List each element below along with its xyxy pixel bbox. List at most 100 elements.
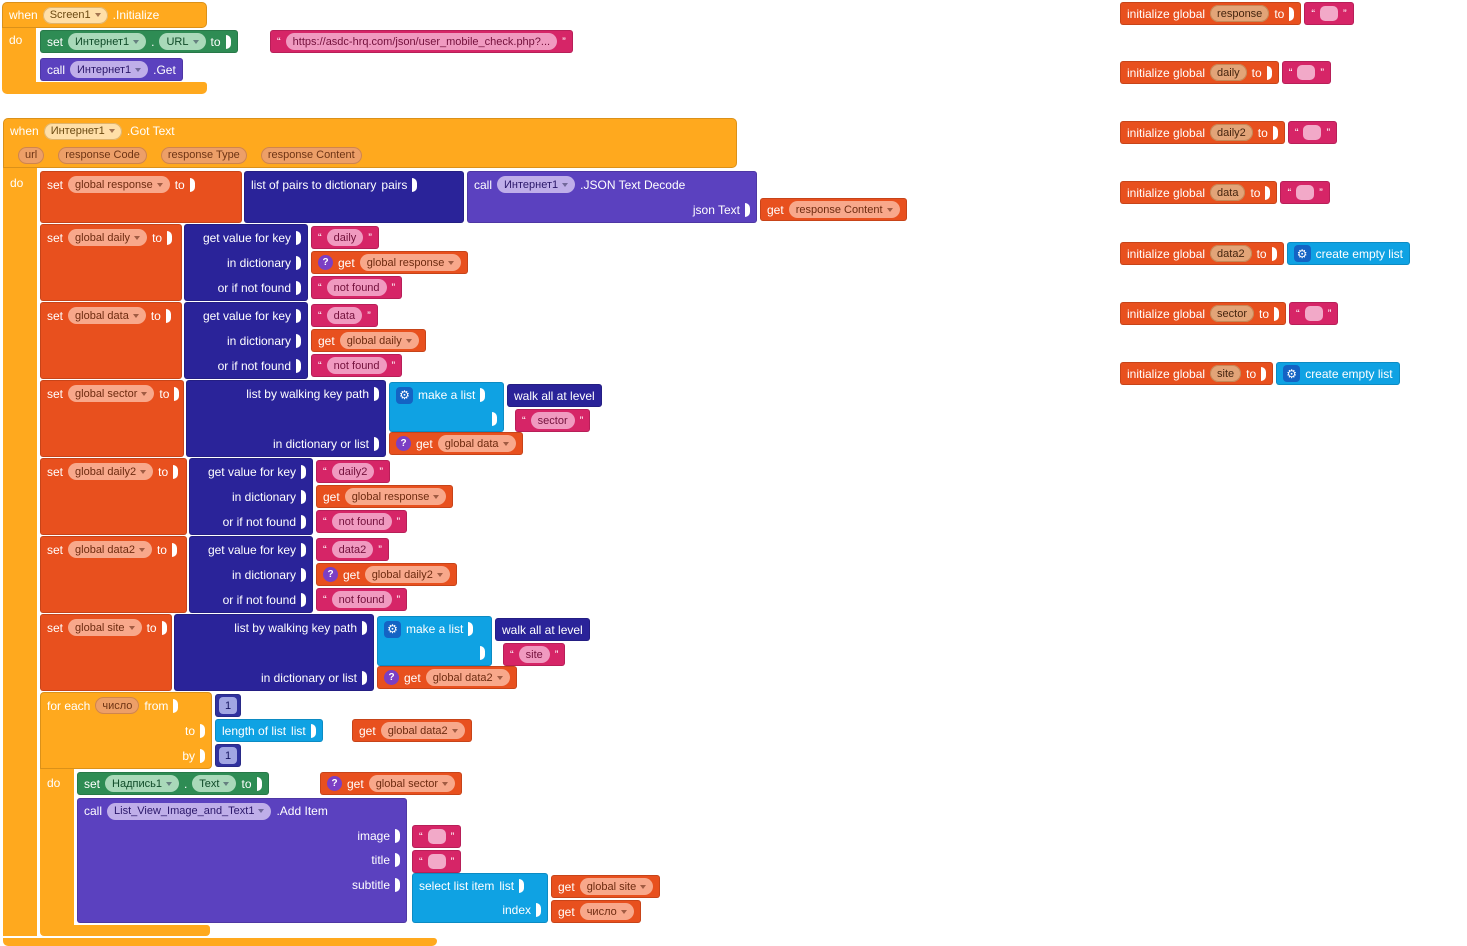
empty-text-field[interactable] (1320, 6, 1338, 21)
block-string-not-found[interactable]: “ not found ” (311, 354, 403, 377)
empty-text-field[interactable] (1304, 306, 1323, 321)
block-empty-string[interactable]: “ ” (412, 850, 462, 873)
url-text-field[interactable]: https://asdc-hrq.com/json/user_mobile_ch… (285, 33, 558, 50)
string-field[interactable]: site (518, 646, 550, 663)
block-string-not-found[interactable]: “ not found ” (316, 510, 408, 533)
block-string-daily[interactable]: “ daily ” (311, 226, 379, 249)
dropdown-global-daily[interactable]: global daily (68, 229, 148, 246)
dropdown-global-site[interactable]: global site (68, 619, 142, 636)
param-response-content[interactable]: response Content (260, 146, 362, 164)
dropdown-internet1[interactable]: Интернет1 (43, 122, 122, 140)
global-name-field[interactable]: response (1210, 5, 1270, 22)
when-initialize-left-bar[interactable] (2, 28, 36, 82)
dropdown-global-data2[interactable]: global data2 (380, 722, 465, 739)
block-make-a-list[interactable]: ⚙ make a list (389, 382, 504, 432)
dropdown-label1[interactable]: Надпись1 (105, 775, 179, 792)
question-icon[interactable]: ? (384, 670, 399, 685)
block-init-global-data2[interactable]: initialize global data2 to (1120, 242, 1284, 265)
param-response-type[interactable]: response Type (160, 146, 247, 164)
block-init-global-response[interactable]: initialize global response to (1120, 2, 1302, 25)
question-icon[interactable]: ? (323, 567, 338, 582)
block-set-global-site[interactable]: set global site to (40, 614, 172, 691)
empty-text-field[interactable] (427, 854, 446, 869)
block-list-by-walking-key-path[interactable]: list by walking key path in dictionary o… (174, 614, 374, 691)
block-empty-string[interactable]: “ ” (1280, 181, 1330, 204)
dropdown-global-data[interactable]: global data (437, 435, 516, 452)
block-set-global-daily2[interactable]: set global daily2 to (40, 458, 187, 535)
number-field[interactable]: 1 (219, 697, 238, 714)
dropdown-listview[interactable]: List_View_Image_and_Text1 (107, 802, 272, 820)
block-make-a-list[interactable]: ⚙ make a list (377, 616, 492, 666)
number-field[interactable]: 1 (219, 747, 238, 764)
block-url-string[interactable]: “ https://asdc-hrq.com/json/user_mobile_… (270, 30, 573, 53)
block-empty-string[interactable]: “ ” (1289, 302, 1339, 325)
dropdown-global-response[interactable]: global response (359, 254, 462, 271)
block-get-global-daily2[interactable]: ? get global daily2 (316, 563, 457, 586)
block-string-not-found[interactable]: “ not found ” (316, 588, 408, 611)
block-walk-all-at-level[interactable]: walk all at level (507, 384, 602, 407)
param-url[interactable]: url (18, 146, 45, 164)
dropdown-global-site[interactable]: global site (579, 878, 654, 895)
block-empty-string[interactable]: “ ” (412, 825, 462, 848)
gear-icon[interactable]: ⚙ (1283, 365, 1301, 382)
block-get-value-for-key[interactable]: get value for key in dictionary or if no… (184, 224, 308, 301)
gear-icon[interactable]: ⚙ (384, 620, 401, 638)
block-get-global-sector[interactable]: ? get global sector (320, 772, 463, 795)
string-field[interactable]: not found (331, 513, 392, 530)
block-string-site[interactable]: “ site ” (503, 643, 566, 666)
global-name-field[interactable]: site (1210, 365, 1242, 382)
dropdown-global-data[interactable]: global data (68, 307, 146, 324)
global-row-response[interactable]: initialize global response to “ ” (1120, 2, 1354, 25)
string-field[interactable]: sector (530, 412, 575, 429)
block-get-global-response[interactable]: ? get global response (311, 251, 469, 274)
empty-text-field[interactable] (1296, 185, 1315, 200)
block-call-listview-add-item[interactable]: call List_View_Image_and_Text1 .Add Item… (77, 798, 407, 923)
block-set-label1-text[interactable]: set Надпись1 . Text to (77, 772, 269, 795)
global-row-data[interactable]: initialize global data to “ ” (1120, 181, 1330, 204)
block-init-global-daily[interactable]: initialize global daily to (1120, 61, 1279, 84)
block-create-empty-list[interactable]: ⚙ create empty list (1276, 362, 1400, 385)
for-each-left-bar[interactable] (40, 769, 74, 925)
block-get-value-for-key[interactable]: get value for key in dictionary or if no… (189, 536, 313, 613)
string-field[interactable]: not found (326, 357, 387, 374)
dropdown-global-daily[interactable]: global daily (339, 332, 419, 349)
string-field[interactable]: data (326, 307, 363, 324)
block-get-value-for-key[interactable]: get value for key in dictionary or if no… (189, 458, 313, 535)
dropdown-chislo[interactable]: число (579, 903, 634, 920)
empty-text-field[interactable] (1297, 65, 1316, 80)
block-get-value-for-key[interactable]: get value for key in dictionary or if no… (184, 302, 308, 379)
string-field[interactable]: not found (326, 279, 387, 296)
block-get-chislo[interactable]: get число (551, 900, 641, 923)
global-name-field[interactable]: data (1210, 184, 1246, 201)
dropdown-global-sector[interactable]: global sector (68, 385, 155, 402)
dropdown-internet1[interactable]: Интернет1 (497, 176, 576, 193)
global-name-field[interactable]: daily (1210, 64, 1247, 81)
block-init-global-site[interactable]: initialize global site to (1120, 362, 1274, 385)
dropdown-text-property[interactable]: Text (192, 775, 237, 792)
block-empty-string[interactable]: “ ” (1287, 121, 1338, 144)
block-init-global-daily2[interactable]: initialize global daily2 to (1120, 121, 1285, 144)
block-set-internet1-url[interactable]: set Интернет1 . URL to (40, 30, 238, 53)
block-length-of-list[interactable]: length of list list (215, 719, 323, 742)
dropdown-global-daily2[interactable]: global daily2 (364, 566, 450, 583)
block-get-global-daily[interactable]: get global daily (311, 329, 426, 352)
string-field[interactable]: not found (331, 591, 392, 608)
block-get-response-content[interactable]: get response Content (760, 198, 907, 221)
block-get-global-data2[interactable]: ? get global data2 (377, 666, 517, 689)
block-get-global-site[interactable]: get global site (551, 875, 661, 898)
block-set-global-sector[interactable]: set global sector to (40, 380, 184, 457)
global-name-field[interactable]: sector (1210, 305, 1255, 322)
block-when-screen1-initialize[interactable]: when Screen1 .Initialize (2, 2, 207, 28)
empty-text-field[interactable] (427, 829, 446, 844)
global-row-site[interactable]: initialize global site to ⚙ create empty… (1120, 362, 1400, 385)
block-walk-all-at-level[interactable]: walk all at level (495, 618, 590, 641)
block-set-global-response[interactable]: set global response to (40, 171, 242, 223)
when-gottext-bottom-bar[interactable] (3, 938, 437, 946)
block-string-sector[interactable]: “ sector ” (515, 409, 591, 432)
block-list-of-pairs-to-dictionary[interactable]: list of pairs to dictionary pairs (244, 171, 464, 223)
question-icon[interactable]: ? (327, 776, 342, 791)
block-string-daily2[interactable]: “ daily2 ” (316, 460, 391, 483)
question-icon[interactable]: ? (318, 255, 333, 270)
string-field[interactable]: daily2 (331, 463, 375, 480)
